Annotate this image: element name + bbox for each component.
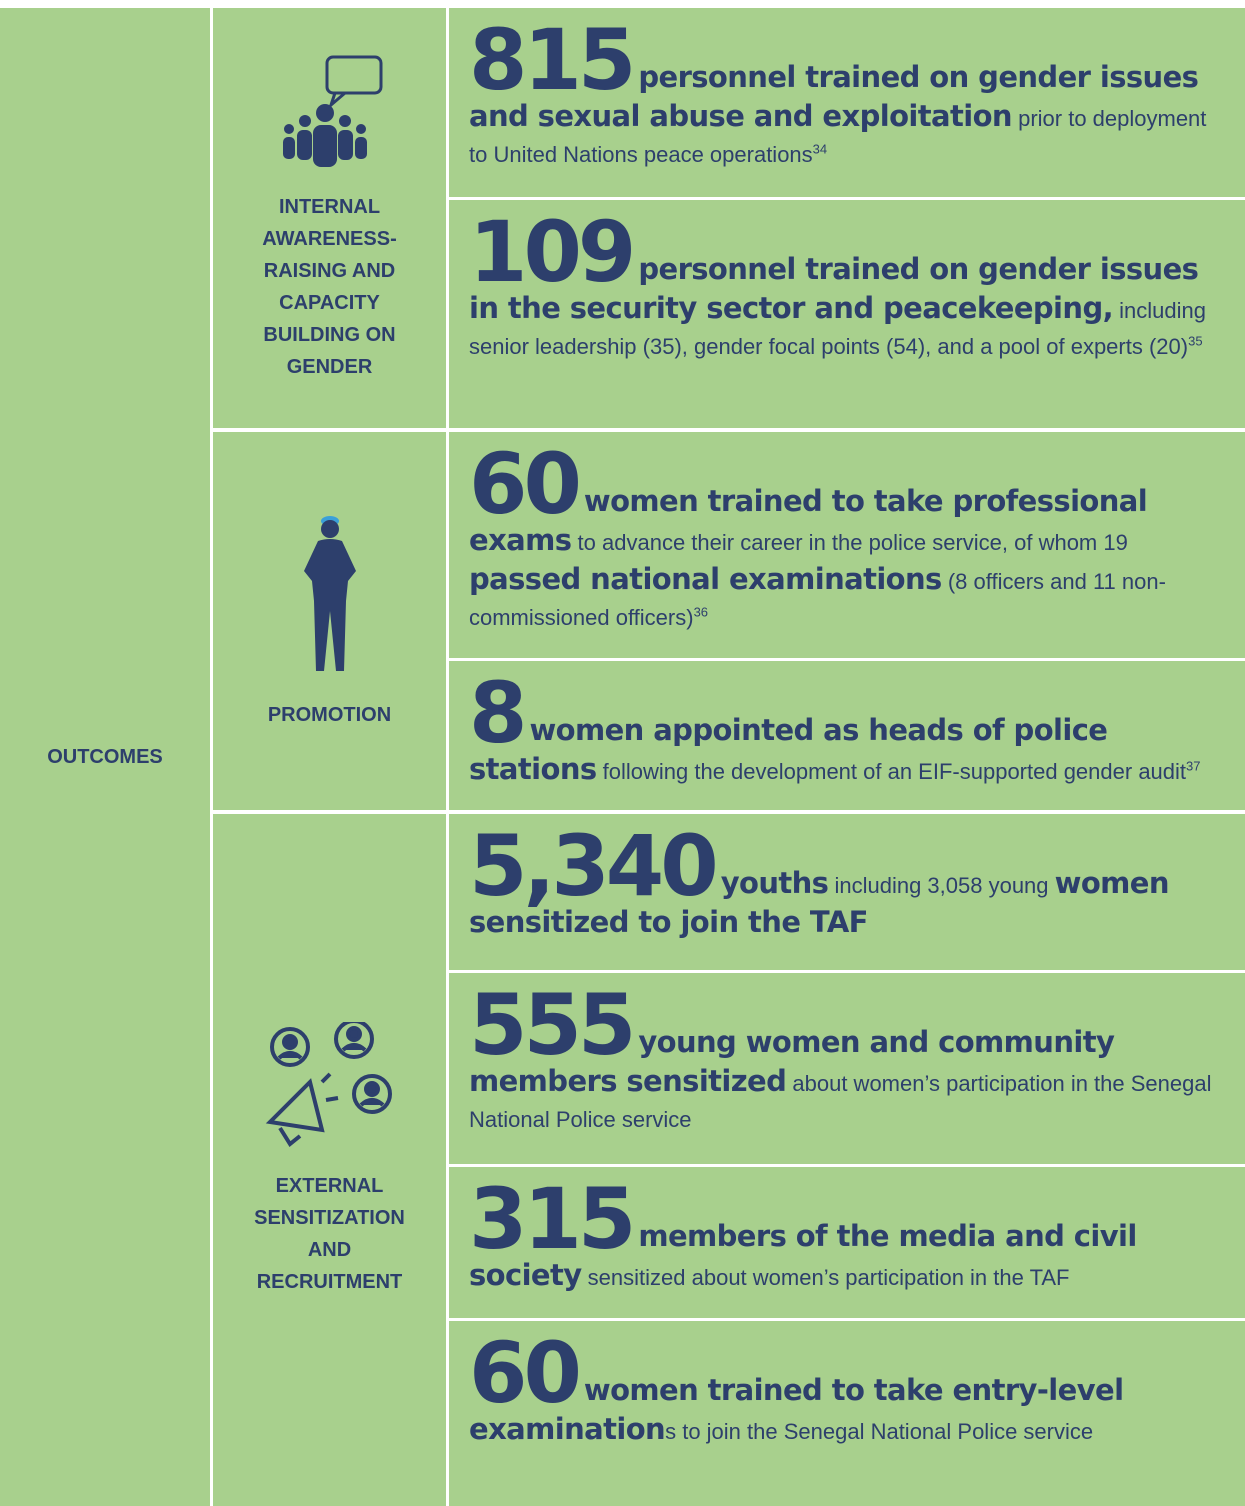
outcome-item: 109 personnel trained on gender issues in… bbox=[449, 200, 1245, 428]
group-cell: INTERNAL AWARENESS-RAISING AND CAPACITY … bbox=[213, 8, 446, 428]
group-label: PROMOTION bbox=[267, 704, 392, 726]
outcome-item: 555 young women and community members sen… bbox=[449, 973, 1245, 1164]
bold-text: passed national examinations bbox=[469, 562, 942, 596]
bold-text: personnel trained on gender issues in th… bbox=[469, 252, 1199, 325]
big-number: 5,340 bbox=[469, 817, 719, 915]
item-text: 8 women appointed as heads of police stat… bbox=[469, 671, 1225, 790]
outcome-item: 5,340 youths including 3,058 young women … bbox=[449, 814, 1245, 970]
footnote: 35 bbox=[1188, 333, 1203, 349]
outcome-item: 8 women appointed as heads of police stat… bbox=[449, 661, 1245, 810]
outcome-item: 815 personnel trained on gender issues an… bbox=[449, 8, 1245, 197]
big-number: 60 bbox=[469, 435, 582, 533]
footnote: 34 bbox=[812, 141, 828, 157]
item-text: 60 women trained to take entry-level exam… bbox=[469, 1331, 1225, 1450]
group-icon bbox=[290, 511, 370, 685]
group-cell: PROMOTION bbox=[213, 432, 446, 810]
text: s to join the Senegal National Police se… bbox=[665, 1419, 1094, 1444]
group-icon bbox=[260, 1019, 400, 1156]
bold-text: members of the media and civil society bbox=[469, 1219, 1137, 1292]
bold-text: women sensitized to join the TAF bbox=[469, 866, 1170, 939]
bold-text: women trained to take entry-level examin… bbox=[469, 1373, 1124, 1446]
group-label: EXTERNAL SENSITIZATION AND RECRUITMENT bbox=[254, 1175, 405, 1293]
group-icon bbox=[275, 53, 385, 177]
big-number: 815 bbox=[469, 11, 636, 109]
item-text: 109 personnel trained on gender issues in… bbox=[469, 210, 1225, 365]
text: following the development of an EIF-supp… bbox=[596, 759, 1187, 784]
bold-text: women appointed as heads of police stati… bbox=[469, 713, 1108, 786]
item-text: 5,340 youths including 3,058 young women … bbox=[469, 824, 1225, 943]
outcome-item: 60 women trained to take entry-level exam… bbox=[449, 1321, 1245, 1506]
text: including 3,058 young bbox=[828, 873, 1055, 898]
bold-text: young women and community members sensit… bbox=[469, 1025, 1115, 1098]
footnote: 36 bbox=[693, 604, 709, 620]
item-text: 60 women trained to take professional exa… bbox=[469, 442, 1225, 636]
bold-text: youths bbox=[720, 866, 829, 900]
text: sensitized about women’s participation i… bbox=[581, 1265, 1070, 1290]
group-cell: EXTERNAL SENSITIZATION AND RECRUITMENT bbox=[213, 814, 446, 1506]
big-number: 8 bbox=[469, 664, 527, 762]
item-text: 555 young women and community members sen… bbox=[469, 983, 1225, 1138]
big-number: 60 bbox=[469, 1324, 582, 1422]
text: prior to deployment to United Nations pe… bbox=[469, 106, 1207, 167]
text: including senior leadership (35), gender… bbox=[469, 298, 1206, 359]
big-number: 109 bbox=[469, 203, 636, 301]
text: (8 officers and 11 non-commissioned offi… bbox=[469, 569, 1166, 630]
big-number: 555 bbox=[469, 976, 636, 1074]
group-label: INTERNAL AWARENESS-RAISING AND CAPACITY … bbox=[262, 196, 397, 378]
footnote: 37 bbox=[1186, 758, 1201, 774]
bold-text: women trained to take professional exams bbox=[469, 484, 1148, 557]
outcome-item: 60 women trained to take professional exa… bbox=[449, 432, 1245, 658]
outcome-item: 315 members of the media and civil societ… bbox=[449, 1167, 1245, 1318]
big-number: 315 bbox=[469, 1170, 636, 1268]
text: to advance their career in the police se… bbox=[571, 530, 1128, 555]
text: about women’s participation in the Seneg… bbox=[469, 1071, 1212, 1132]
item-text: 815 personnel trained on gender issues an… bbox=[469, 18, 1225, 173]
item-text: 315 members of the media and civil societ… bbox=[469, 1177, 1225, 1296]
outcomes-label: OUTCOMES bbox=[0, 8, 210, 1506]
bold-text: personnel trained on gender issues and s… bbox=[469, 60, 1199, 133]
